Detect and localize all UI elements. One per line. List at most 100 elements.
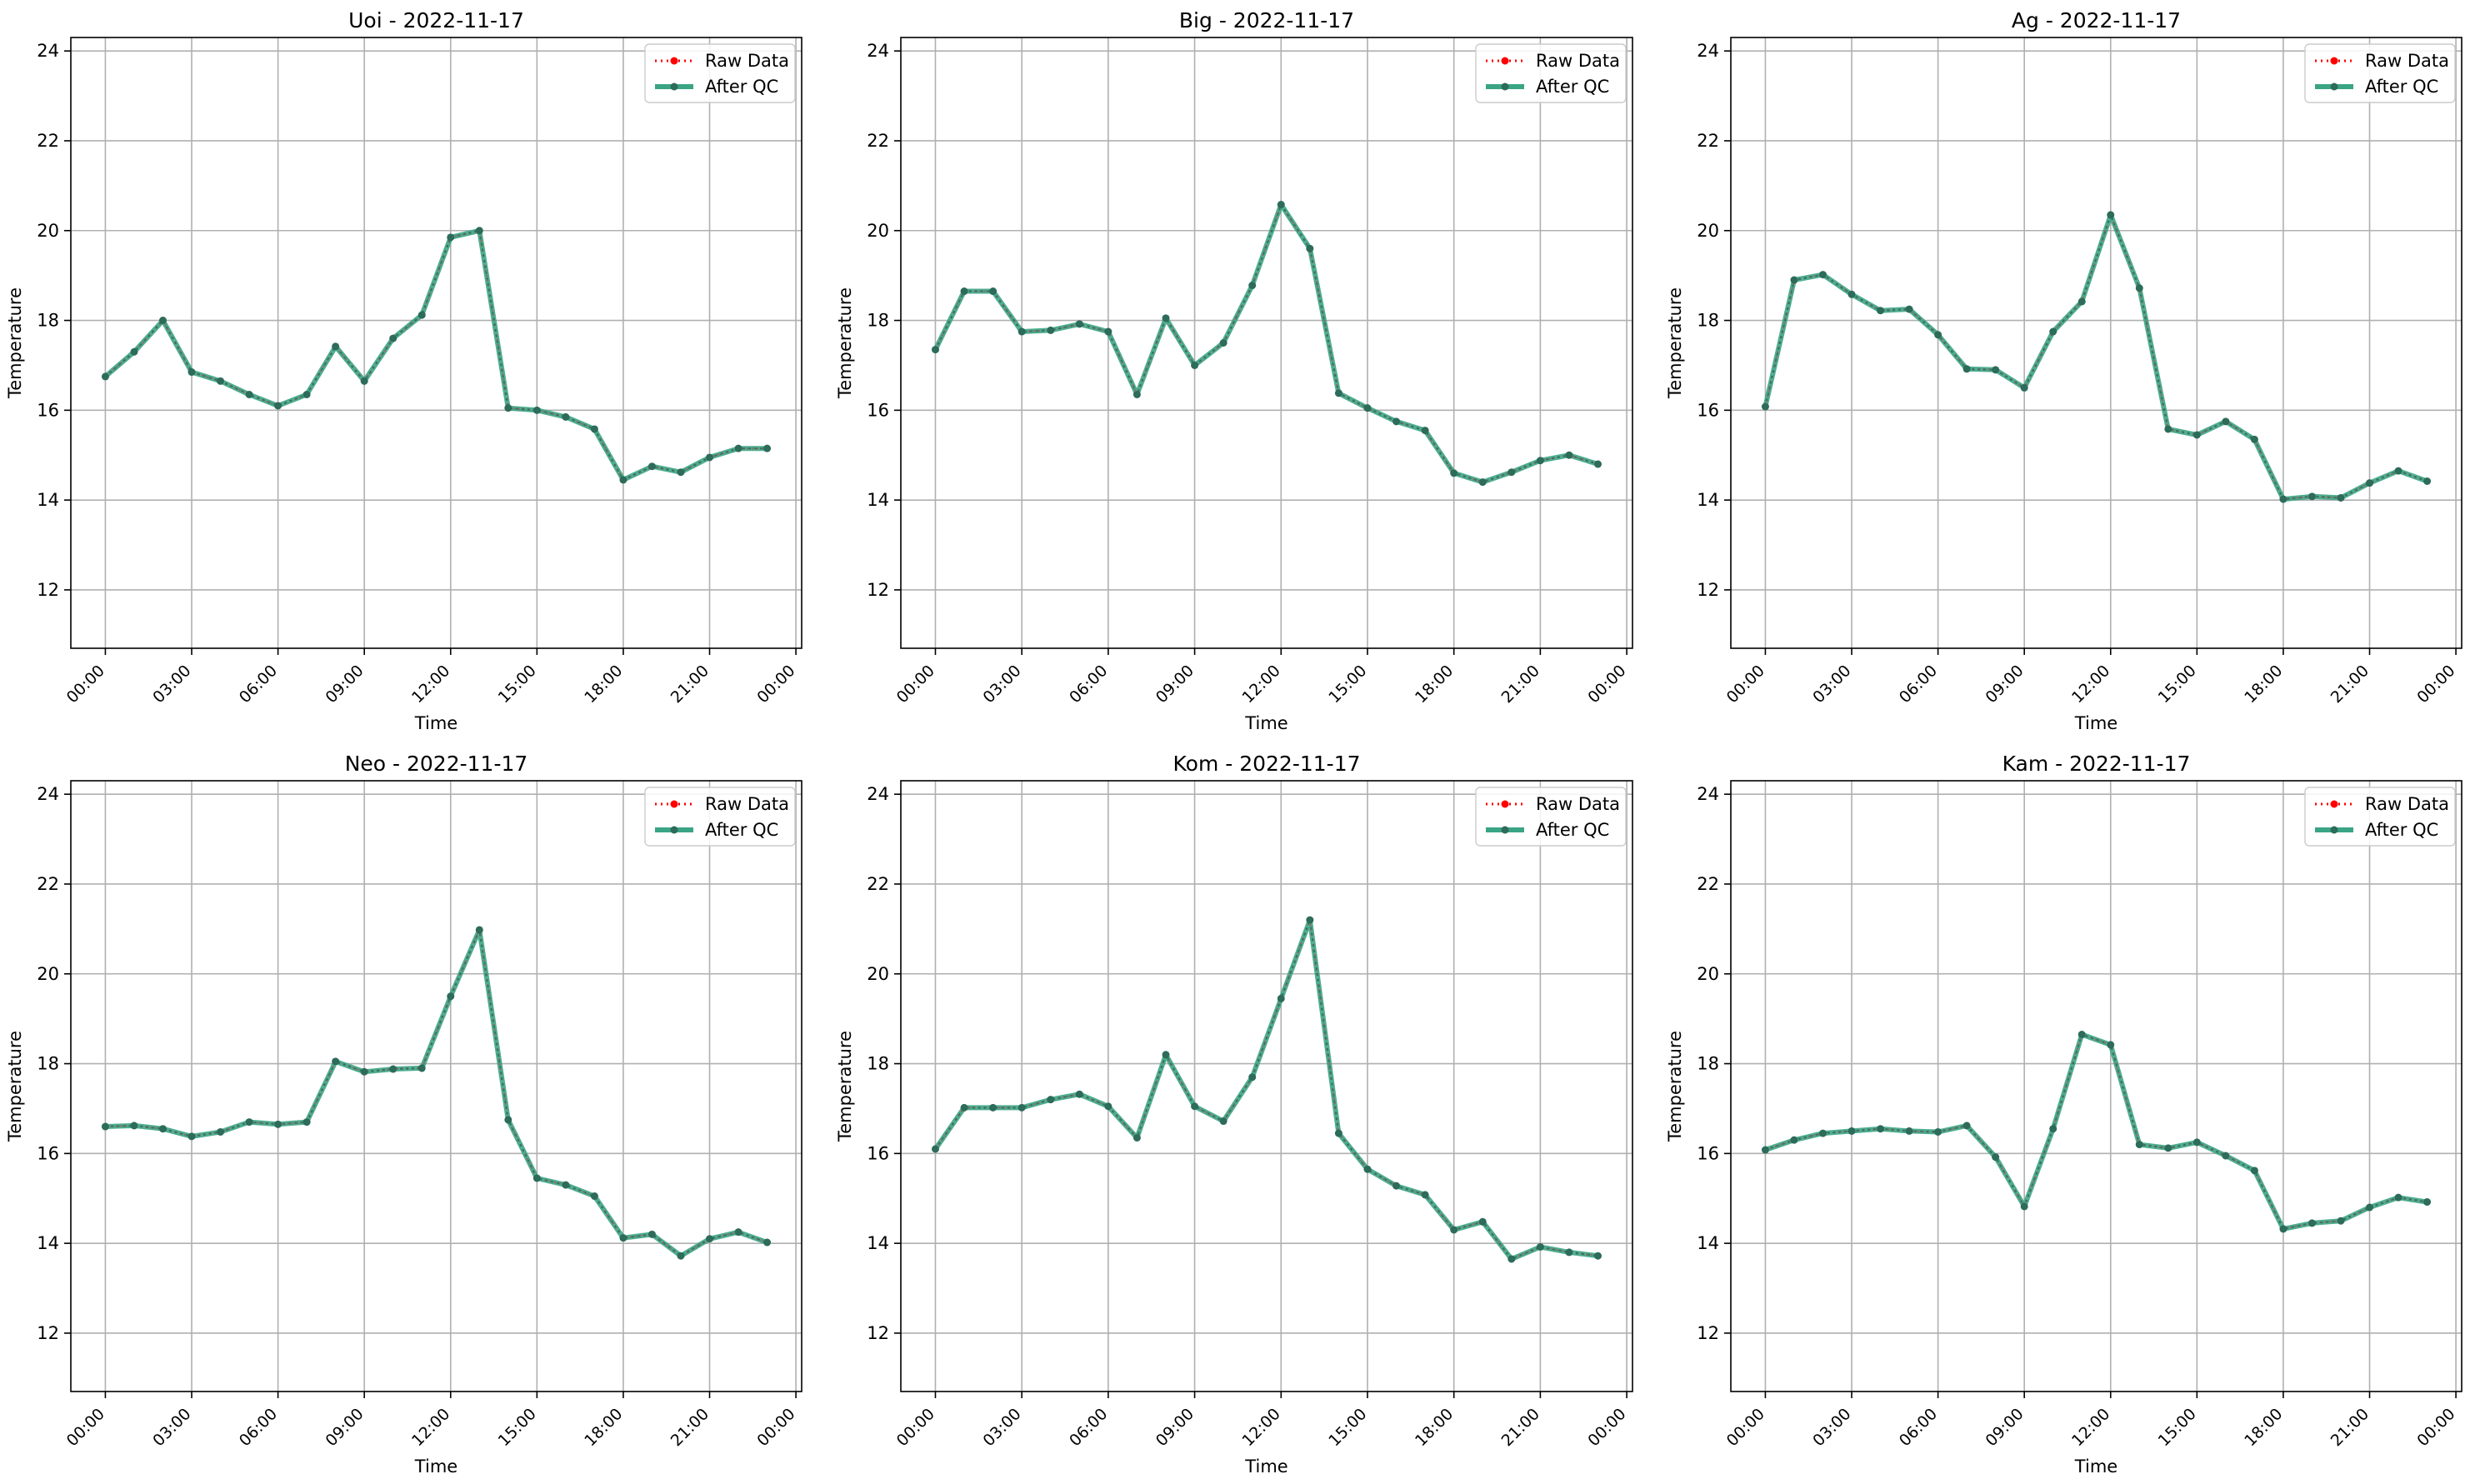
- x-axis-label: Time: [414, 1457, 458, 1477]
- data-point-after-qc: [332, 1057, 340, 1066]
- data-point-after-qc: [2164, 1144, 2172, 1152]
- x-tick-label: 00:00: [2413, 1405, 2458, 1450]
- data-point-after-qc: [188, 1132, 196, 1141]
- data-point-after-qc: [2020, 383, 2028, 392]
- data-point-after-qc: [302, 390, 311, 398]
- legend-label-after-qc: After QC: [2365, 77, 2438, 97]
- legend-label-after-qc: After QC: [1536, 77, 1609, 97]
- axes-frame: [70, 780, 802, 1392]
- legend: Raw Data After QC: [2304, 787, 2456, 847]
- x-tick-label: 00:00: [1723, 662, 1768, 707]
- legend-marker-after-qc: [1501, 826, 1509, 834]
- x-tick-label: 21:00: [1498, 662, 1543, 707]
- data-point-after-qc: [648, 462, 656, 471]
- y-tick-label: 22: [867, 131, 889, 151]
- series-line-raw-data: [1764, 1032, 2428, 1231]
- data-point-after-qc: [1392, 1182, 1401, 1190]
- data-point-after-qc: [332, 342, 340, 351]
- data-point-after-qc: [931, 346, 939, 354]
- data-point-after-qc: [360, 377, 368, 385]
- data-point-after-qc: [1191, 1102, 1199, 1111]
- y-axis-label: Temperature: [5, 1031, 25, 1142]
- x-tick-label: 21:00: [2328, 662, 2372, 707]
- x-tick-label: 18:00: [2241, 662, 2286, 707]
- x-tick-label: 06:00: [236, 1405, 281, 1450]
- y-tick-label: 16: [37, 400, 59, 420]
- data-point-after-qc: [1277, 994, 1285, 1002]
- data-point-after-qc: [2423, 1198, 2432, 1207]
- data-point-after-qc: [619, 476, 628, 484]
- x-tick-label: 15:00: [495, 1405, 540, 1450]
- x-tick-label: 00:00: [63, 662, 108, 707]
- legend-marker-raw-data: [670, 57, 678, 65]
- data-point-after-qc: [1334, 389, 1342, 397]
- data-point-after-qc: [274, 1120, 282, 1128]
- data-point-after-qc: [2164, 425, 2172, 433]
- data-point-after-qc: [504, 1116, 512, 1124]
- chart-title: Uoi - 2022-11-17: [348, 8, 524, 32]
- y-tick-label: 20: [37, 221, 59, 241]
- data-point-after-qc: [1306, 244, 1314, 252]
- y-tick-label: 22: [37, 131, 59, 151]
- chart-panel-0: 00:00 03:00 06:00 09:00 12:00 15:00 18:00 21:00…: [5, 8, 802, 733]
- chart-title: Kam - 2022-11-17: [2002, 752, 2191, 776]
- y-tick-label: 22: [1697, 874, 1719, 894]
- axes-frame: [900, 37, 1633, 649]
- data-point-after-qc: [2107, 1041, 2115, 1049]
- x-axis-label: Time: [414, 713, 458, 733]
- legend-marker-after-qc: [670, 82, 678, 91]
- data-point-after-qc: [2308, 492, 2316, 501]
- x-tick-label: 18:00: [581, 1405, 626, 1450]
- data-point-after-qc: [158, 1125, 167, 1133]
- data-point-after-qc: [2049, 327, 2058, 336]
- legend-label-raw-data: Raw Data: [705, 794, 789, 814]
- legend-label-after-qc: After QC: [705, 77, 778, 97]
- legend-marker-raw-data: [1501, 800, 1509, 808]
- data-point-after-qc: [1818, 271, 1827, 279]
- data-point-after-qc: [562, 412, 570, 421]
- data-point-after-qc: [532, 1174, 541, 1182]
- y-tick-label: 14: [1697, 1233, 1719, 1253]
- chart-panel-3: 00:00 03:00 06:00 09:00 12:00 15:00 18:00 21:00…: [5, 752, 802, 1477]
- data-point-after-qc: [532, 406, 541, 414]
- legend-label-raw-data: Raw Data: [2365, 794, 2449, 814]
- y-tick-label: 20: [1697, 964, 1719, 984]
- legend-label-raw-data: Raw Data: [2365, 51, 2449, 71]
- x-tick-label: 03:00: [1809, 1405, 1854, 1450]
- data-point-after-qc: [475, 926, 483, 934]
- y-tick-label: 20: [1697, 221, 1719, 241]
- chart-title: Kom - 2022-11-17: [1173, 752, 1361, 776]
- y-axis-label: Temperature: [5, 287, 25, 399]
- data-point-after-qc: [2135, 284, 2143, 292]
- x-tick-label: 03:00: [979, 662, 1024, 707]
- data-point-after-qc: [418, 1064, 426, 1072]
- x-tick-label: 03:00: [1809, 662, 1854, 707]
- x-tick-label: 00:00: [893, 1405, 938, 1450]
- x-tick-label: 06:00: [1896, 662, 1941, 707]
- data-point-after-qc: [1219, 1117, 1228, 1126]
- data-point-after-qc: [1818, 1129, 1827, 1137]
- series-line-after-qc-dots: [104, 229, 768, 482]
- y-tick-label: 22: [1697, 131, 1719, 151]
- y-tick-label: 14: [1697, 490, 1719, 510]
- legend-marker-raw-data: [2330, 800, 2338, 808]
- x-tick-label: 15:00: [2155, 662, 2200, 707]
- data-point-after-qc: [1478, 478, 1487, 487]
- data-point-after-qc: [1992, 1153, 2000, 1162]
- y-tick-label: 14: [867, 1233, 889, 1253]
- data-point-after-qc: [1508, 468, 1516, 477]
- data-point-after-qc: [2279, 495, 2288, 503]
- data-point-after-qc: [677, 468, 685, 477]
- data-point-after-qc: [1508, 1255, 1516, 1263]
- data-point-after-qc: [302, 1118, 311, 1127]
- y-tick-label: 20: [867, 221, 889, 241]
- data-point-after-qc: [1478, 1217, 1487, 1226]
- data-point-after-qc: [1219, 339, 1228, 347]
- data-point-after-qc: [274, 402, 282, 410]
- data-point-after-qc: [1334, 1129, 1342, 1137]
- data-point-after-qc: [648, 1230, 656, 1238]
- data-point-after-qc: [130, 347, 138, 356]
- chart-panel-4: 00:00 03:00 06:00 09:00 12:00 15:00 18:00 21:00…: [835, 752, 1633, 1477]
- y-tick-label: 16: [867, 400, 889, 420]
